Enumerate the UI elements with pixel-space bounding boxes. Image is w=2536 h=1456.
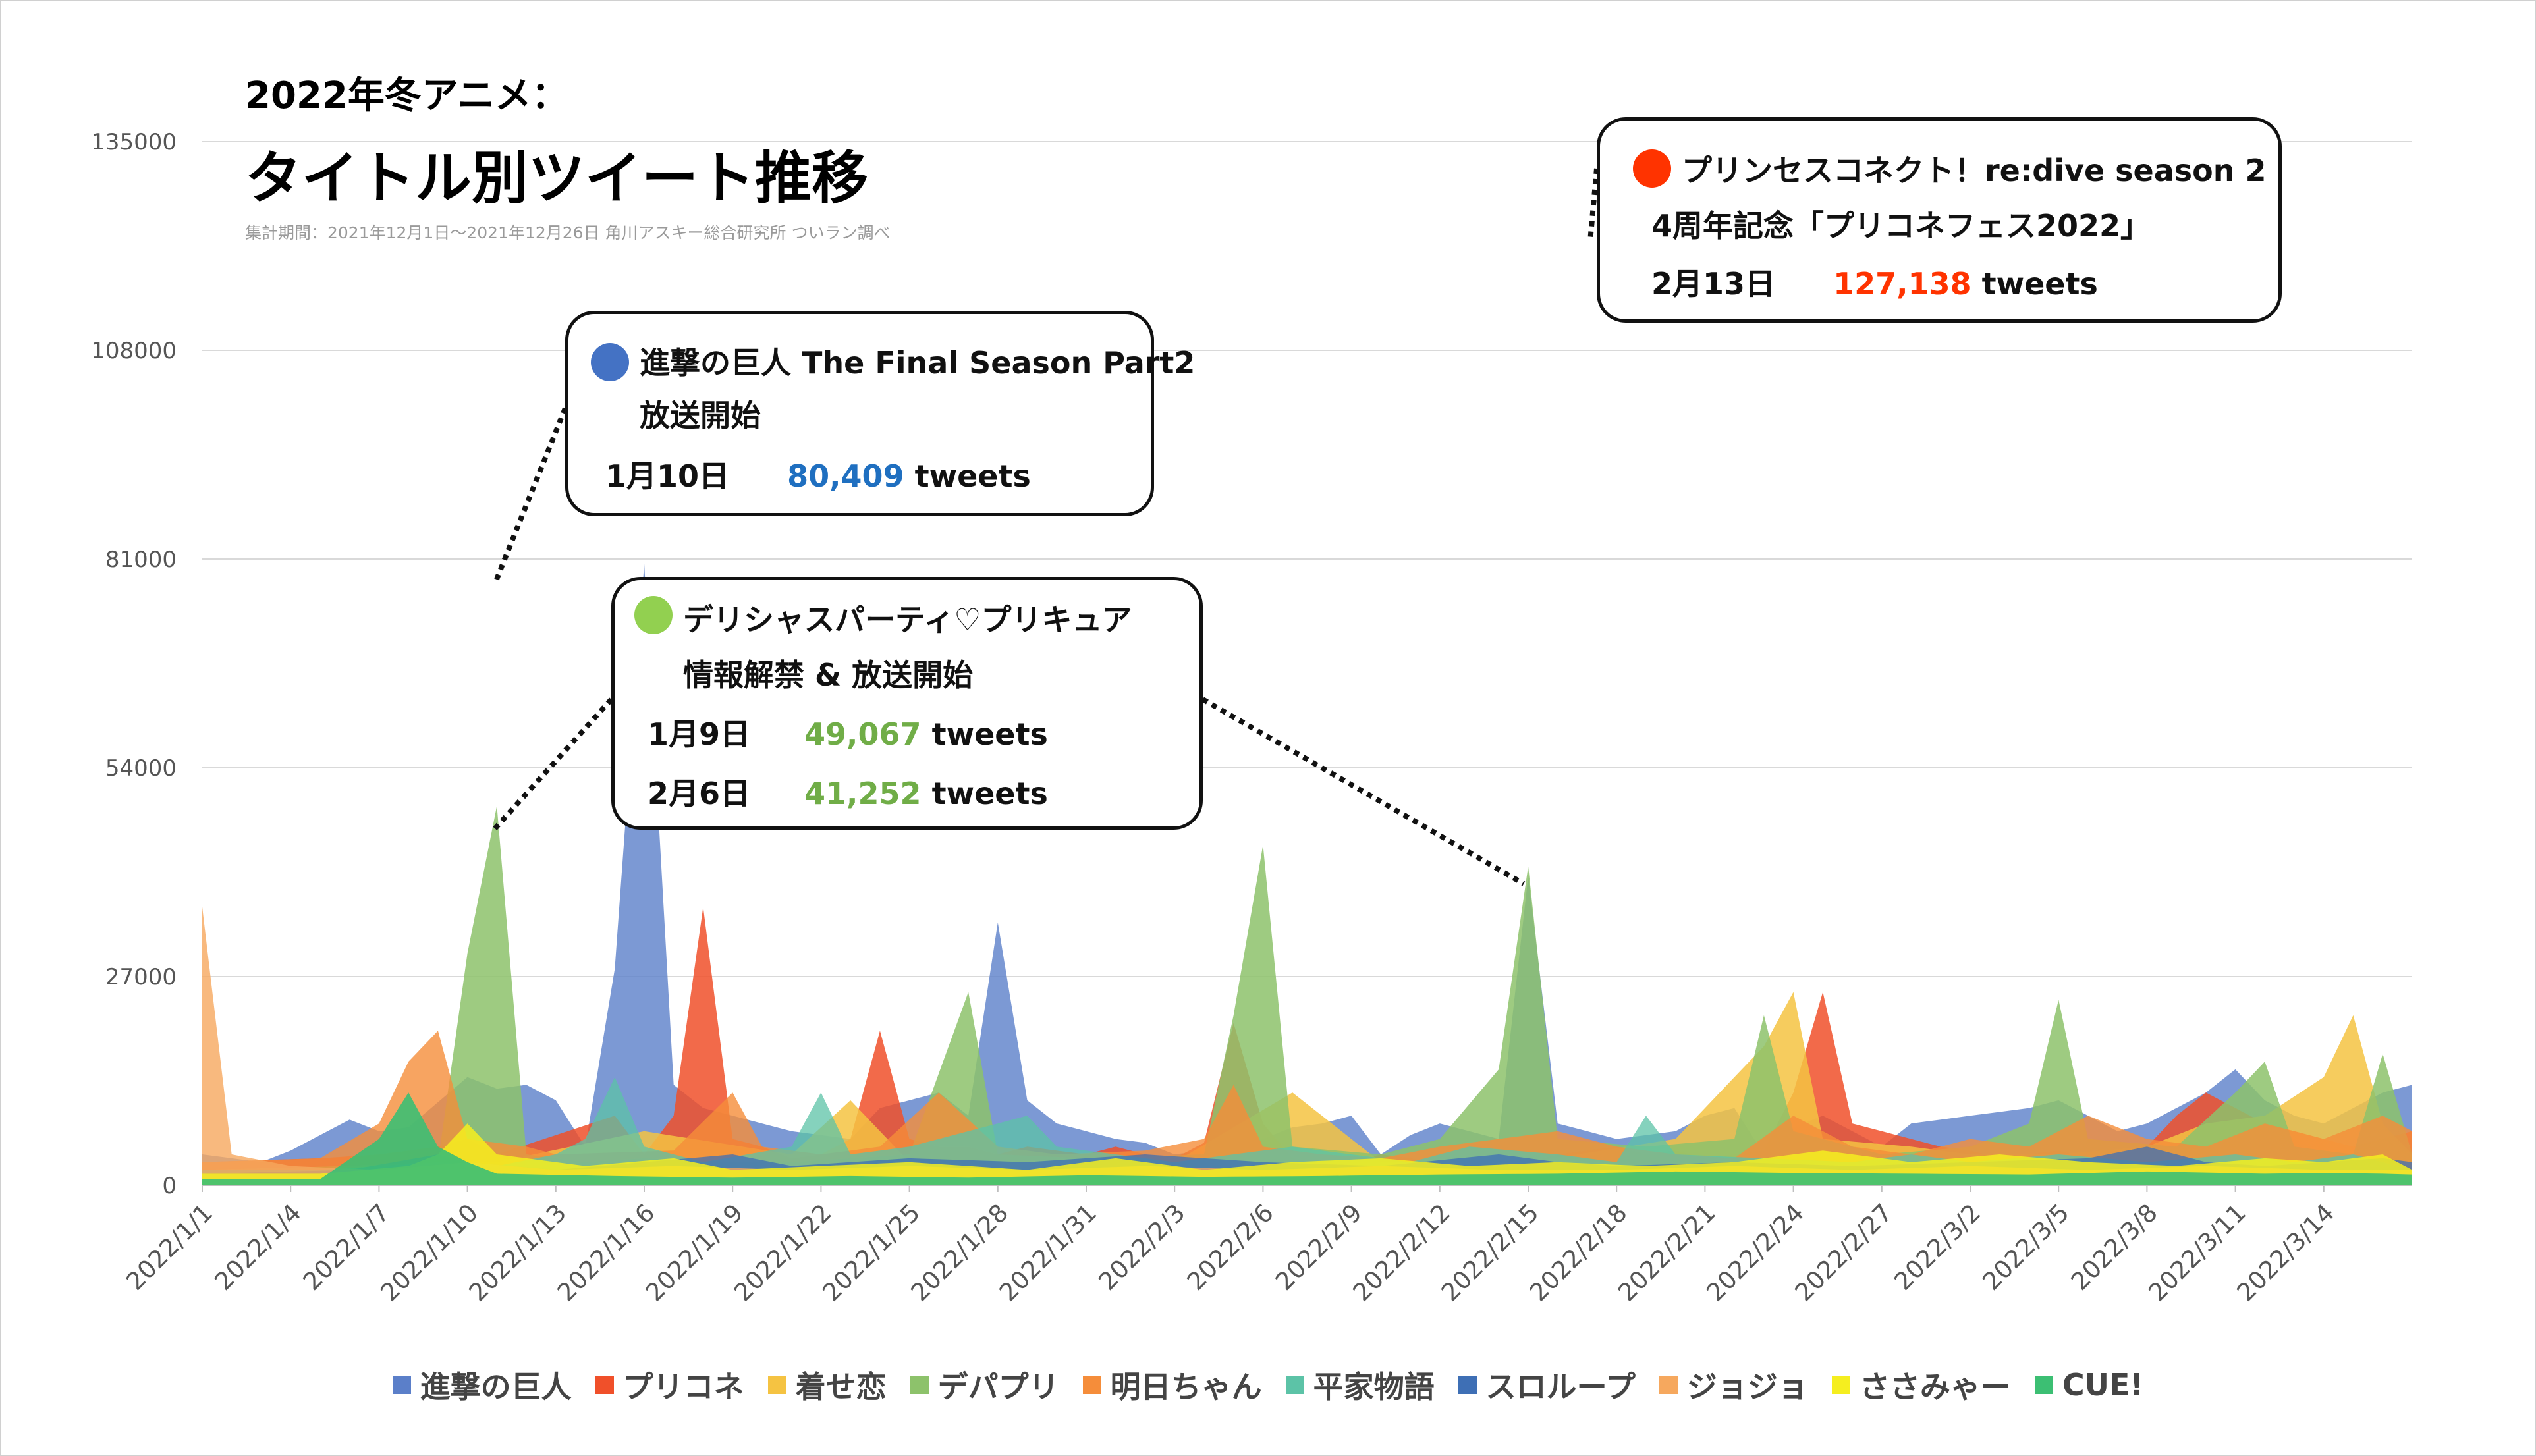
legend-label: 着せ恋 [795,1369,887,1405]
x-tick-label: 2022/1/4 [209,1199,307,1296]
legend-label: CUE! [2062,1367,2144,1403]
callout-leader-line [491,697,613,832]
callout-precure: デリシャスパーティ♡プリキュア 情報解禁 & 放送開始 1月9日 49,067 … [611,577,1203,830]
legend-item: デパプリ [910,1363,1059,1407]
chart-legend: 進撃の巨人 プリコネ 着せ恋 デパプリ 明日ちゃん 平家物語 スロループ ジョジョ ささみゃー C… [0,1363,2536,1407]
callout-leader-line [1587,168,1599,242]
callout-precure-stat1: 1月9日 49,067 tweets [648,711,1048,754]
callout-priconne-line2: 4周年記念「プリコネフェス2022」 [1651,208,2151,244]
callout-shingeki-date: 1月10日 [605,458,730,494]
y-tick-label: 54000 [105,755,177,782]
legend-swatch [2034,1376,2053,1394]
legend-label: デパプリ [937,1369,1059,1405]
callout-priconne-unit: tweets [1981,266,2098,302]
legend-swatch [1831,1376,1850,1394]
callout-priconne-value: 127,138 [1833,266,1971,302]
callout-precure-date1: 1月9日 [648,716,751,752]
y-tick-label: 81000 [105,547,177,573]
legend-swatch [1659,1376,1678,1394]
legend-swatch [392,1376,411,1394]
callout-priconne: プリンセスコネクト！re:dive season 2 4周年記念「プリコネフェス… [1597,117,2282,323]
callout-shingeki-unit: tweets [914,458,1031,494]
callout-shingeki-stat: 1月10日 80,409 tweets [605,452,1031,496]
x-tick-label: 2022/3/5 [1977,1199,2075,1296]
x-tick-label: 2022/2/6 [1182,1199,1279,1296]
callout-precure-line2: 情報解禁 & 放送開始 [683,657,974,693]
legend-item: ささみゃー [1831,1363,2011,1407]
callout-shingeki: 進撃の巨人 The Final Season Part2 放送開始 1月10日 … [565,311,1195,516]
x-tick-label: 2022/1/31 [994,1199,1103,1307]
callout-priconne-date: 2月13日 [1651,266,1776,302]
y-tick-label: 108000 [91,338,177,364]
y-tick-label: 0 [162,1173,177,1199]
series-area-CUE! [202,1092,2412,1185]
legend-item: 明日ちゃん [1082,1363,1262,1407]
callout-shingeki-value: 80,409 [787,458,904,494]
chart-title: タイトル別ツイート推移 [245,146,868,211]
priconne-color-dot [1633,149,1671,188]
legend-swatch [1458,1376,1477,1394]
x-tick-label: 2022/2/27 [1790,1199,1898,1307]
legend-swatch [1285,1376,1304,1394]
callout-priconne-stat: 2月13日 127,138 tweets [1651,260,2098,304]
series-area-平家物語 [202,1077,2412,1185]
legend-item: スロループ [1458,1363,1636,1407]
callout-precure-line1: デリシャスパーティ♡プリキュア [683,602,1132,637]
x-tick-label: 2022/1/1 [121,1199,218,1296]
callout-precure-date2: 2月6日 [648,776,751,811]
shingeki-color-dot [591,343,629,381]
x-tick-label: 2022/2/3 [1093,1199,1191,1296]
callout-precure-value2: 41,252 [804,776,922,811]
x-tick-label: 2022/3/14 [2232,1199,2340,1307]
legend-label: 明日ちゃん [1110,1369,1262,1405]
x-tick-label: 2022/3/2 [1888,1199,1986,1296]
legend-item: ジョジョ [1659,1363,1808,1407]
callout-leader-line [1201,697,1526,886]
legend-item: 着せ恋 [767,1363,887,1407]
legend-item: プリコネ [595,1363,744,1407]
callout-shingeki-line2: 放送開始 [640,398,761,433]
y-tick-label: 135000 [91,129,177,155]
series-area-進撃の巨人 [202,563,2412,1185]
callout-priconne-line1: プリンセスコネクト！re:dive season 2 [1682,153,2267,188]
series-area-ささみゃー [202,1123,2412,1185]
legend-label: スロループ [1485,1369,1636,1405]
legend-label: プリコネ [622,1369,744,1405]
callout-precure-unit1: tweets [931,716,1048,752]
chart-subtitle: 2022年冬アニメ： [245,74,568,117]
callout-precure-value1: 49,067 [804,716,922,752]
callout-shingeki-line1: 進撃の巨人 The Final Season Part2 [640,345,1196,381]
legend-item: 平家物語 [1285,1363,1435,1407]
callout-precure-stat2: 2月6日 41,252 tweets [648,770,1048,813]
legend-label: ジョジョ [1686,1369,1808,1405]
legend-swatch [767,1376,786,1394]
series-area-明日ちゃん [202,1031,2412,1185]
legend-swatch [1082,1376,1101,1394]
legend-label: 平家物語 [1313,1369,1435,1405]
legend-label: ささみゃー [1859,1369,2011,1405]
callout-precure-unit2: tweets [931,776,1048,811]
legend-label: 進撃の巨人 [420,1369,572,1405]
chart-source-note: 集計期間：2021年12月1日〜2021年12月26日 角川アスキー総合研究所 … [245,223,891,242]
callout-leader-line [493,407,568,583]
legend-swatch [595,1376,614,1394]
y-tick-label: 27000 [105,964,177,990]
precure-color-dot [634,596,673,634]
legend-swatch [910,1376,929,1394]
legend-item: 進撃の巨人 [392,1363,572,1407]
legend-item: CUE! [2034,1363,2144,1407]
